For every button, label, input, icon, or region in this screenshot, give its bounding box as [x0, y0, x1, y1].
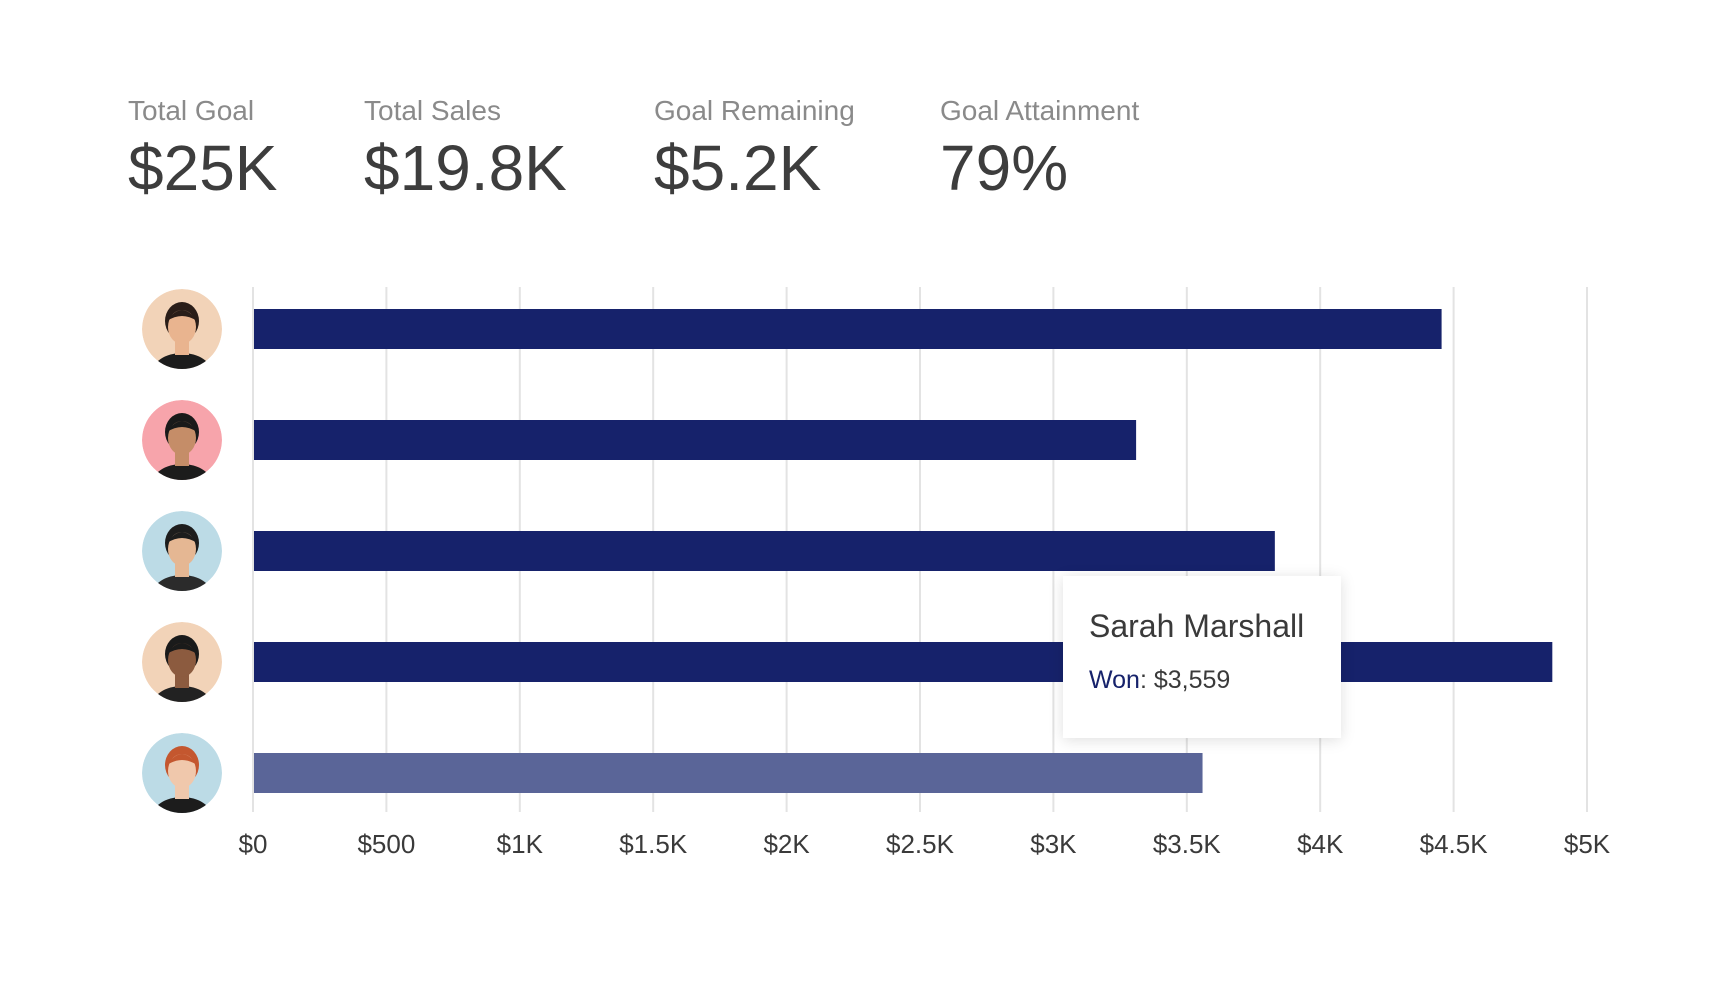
tooltip-won-line: Won: $3,559	[1089, 666, 1315, 695]
kpi-value: $25K	[128, 132, 278, 204]
avatar-shoulders	[152, 353, 212, 369]
bar	[254, 531, 1275, 571]
avatar-hair-top	[167, 421, 197, 432]
x-tick-label: $3.5K	[1153, 829, 1222, 859]
x-tick-label: $3K	[1030, 829, 1077, 859]
chart-tooltip: Sarah Marshall Won: $3,559	[1063, 576, 1341, 738]
avatar-shoulders	[152, 686, 212, 702]
avatar-face	[168, 421, 196, 455]
avatar-hair-top	[167, 754, 197, 765]
avatar-face	[168, 643, 196, 677]
x-axis-tick-labels: $0 $500 $1K $1.5K $2K $2.5K $3K $3.5K $4K $4.5K $5…	[239, 829, 1611, 859]
x-tick-label: $1.5K	[619, 829, 688, 859]
avatars	[142, 289, 222, 813]
kpi-row: Total Goal $25K Total Sales $19.8K Goal …	[128, 92, 1200, 204]
avatar-face	[168, 754, 196, 788]
kpi-label: Goal Attainment	[940, 95, 1140, 126]
kpi-label: Total Goal	[128, 95, 255, 126]
x-tick-label: $2K	[763, 829, 810, 859]
person-avatar-icon	[142, 400, 222, 480]
avatar-shoulders	[152, 575, 212, 591]
x-tick-label: $2.5K	[886, 829, 955, 859]
avatar-hair-top	[167, 532, 197, 543]
kpi-label: Goal Remaining	[654, 95, 855, 126]
kpi-goal-remaining: Goal Remaining $5.2K	[654, 92, 940, 204]
tooltip-won-value: $3,559	[1153, 666, 1231, 694]
kpi-value: $19.8K	[364, 132, 567, 204]
avatar-hair-top	[167, 643, 197, 654]
bar	[254, 309, 1442, 349]
kpi-value: 79%	[940, 132, 1069, 204]
person-avatar-icon	[142, 511, 222, 591]
kpi-label: Total Sales	[364, 95, 501, 126]
bar	[254, 753, 1203, 793]
kpi-goal-attainment: Goal Attainment 79%	[940, 92, 1200, 204]
person-avatar-icon	[142, 622, 222, 702]
tooltip-won-label: Won	[1089, 666, 1140, 694]
avatar-hair-top	[167, 310, 197, 321]
kpi-total-goal: Total Goal $25K	[128, 92, 364, 204]
bar	[254, 420, 1137, 460]
bar	[254, 642, 1553, 682]
avatar-shoulders	[152, 464, 212, 480]
avatar-face	[168, 532, 196, 566]
avatar-face	[168, 310, 196, 344]
x-tick-label: $500	[357, 829, 415, 859]
x-tick-label: $5K	[1564, 829, 1611, 859]
x-tick-label: $4.5K	[1420, 829, 1489, 859]
x-tick-label: $0	[239, 829, 268, 859]
person-avatar-icon	[142, 733, 222, 813]
kpi-total-sales: Total Sales $19.8K	[364, 92, 654, 204]
kpi-value: $5.2K	[654, 132, 822, 204]
x-tick-label: $1K	[497, 829, 544, 859]
tooltip-separator: :	[1139, 666, 1154, 694]
person-avatar-icon	[142, 289, 222, 369]
avatar-shoulders	[152, 797, 212, 813]
x-tick-label: $4K	[1297, 829, 1344, 859]
tooltip-person-name: Sarah Marshall	[1089, 608, 1305, 644]
bars	[254, 309, 1553, 793]
